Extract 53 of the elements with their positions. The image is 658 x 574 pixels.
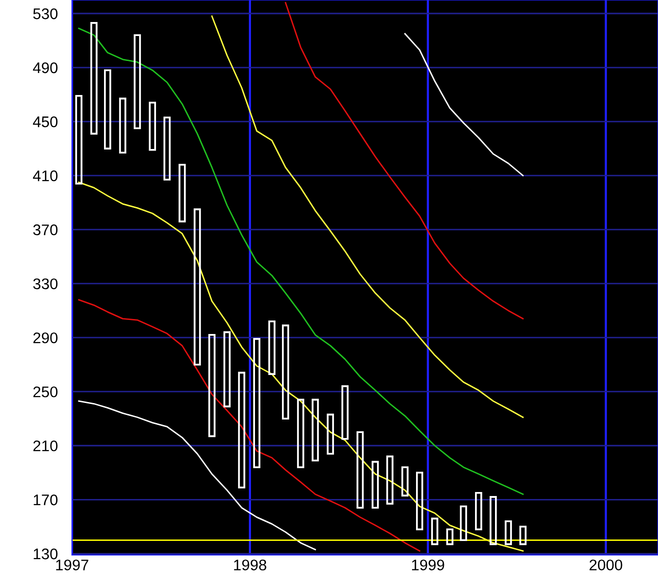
bar bbox=[386, 456, 394, 505]
bar bbox=[163, 116, 171, 181]
bar bbox=[326, 414, 334, 455]
bar bbox=[490, 496, 497, 546]
bar bbox=[223, 331, 231, 408]
line-series bbox=[404, 33, 524, 176]
y-tick-label: 370 bbox=[33, 224, 58, 236]
bar bbox=[134, 34, 141, 130]
line-series bbox=[78, 182, 524, 552]
bar bbox=[401, 466, 409, 496]
bar bbox=[148, 102, 156, 151]
line-series bbox=[78, 28, 524, 495]
y-tick-label: 450 bbox=[32, 116, 58, 128]
bar bbox=[119, 98, 126, 154]
line-series bbox=[78, 400, 316, 550]
line-series bbox=[211, 16, 524, 418]
bar bbox=[356, 431, 364, 509]
y-tick-label: 210 bbox=[33, 440, 58, 452]
bar bbox=[75, 94, 82, 185]
bar bbox=[475, 492, 482, 530]
bar bbox=[431, 518, 438, 546]
y-tick-label: 410 bbox=[32, 170, 58, 182]
bar bbox=[297, 398, 304, 468]
bar bbox=[194, 208, 201, 366]
bar bbox=[416, 472, 424, 530]
bar bbox=[178, 164, 186, 222]
bar bbox=[90, 22, 98, 135]
bar bbox=[446, 528, 454, 546]
bar bbox=[312, 398, 319, 462]
x-tick-label: 1999 bbox=[412, 560, 444, 570]
bar bbox=[238, 372, 246, 488]
x-tick-label: 2000 bbox=[590, 560, 622, 570]
bar bbox=[208, 334, 216, 438]
bar bbox=[504, 520, 512, 546]
bar bbox=[341, 385, 349, 440]
bar bbox=[372, 460, 379, 509]
bar bbox=[104, 69, 112, 150]
line-series bbox=[78, 299, 420, 552]
bar bbox=[519, 526, 527, 546]
bar bbox=[268, 320, 276, 375]
y-tick-label: 330 bbox=[33, 278, 58, 290]
bar bbox=[460, 505, 468, 542]
x-tick-label: 1998 bbox=[234, 560, 266, 570]
y-tick-label: 170 bbox=[34, 494, 58, 506]
x-tick-label: 1997 bbox=[56, 560, 88, 570]
bar bbox=[253, 338, 260, 468]
y-tick-label: 490 bbox=[32, 62, 58, 74]
y-tick-label: 290 bbox=[33, 332, 58, 344]
y-tick-label: 530 bbox=[33, 8, 58, 20]
y-tick-label: 130 bbox=[34, 548, 58, 560]
bar bbox=[282, 324, 290, 420]
line-series bbox=[284, 2, 524, 320]
y-tick-label: 250 bbox=[33, 386, 58, 398]
